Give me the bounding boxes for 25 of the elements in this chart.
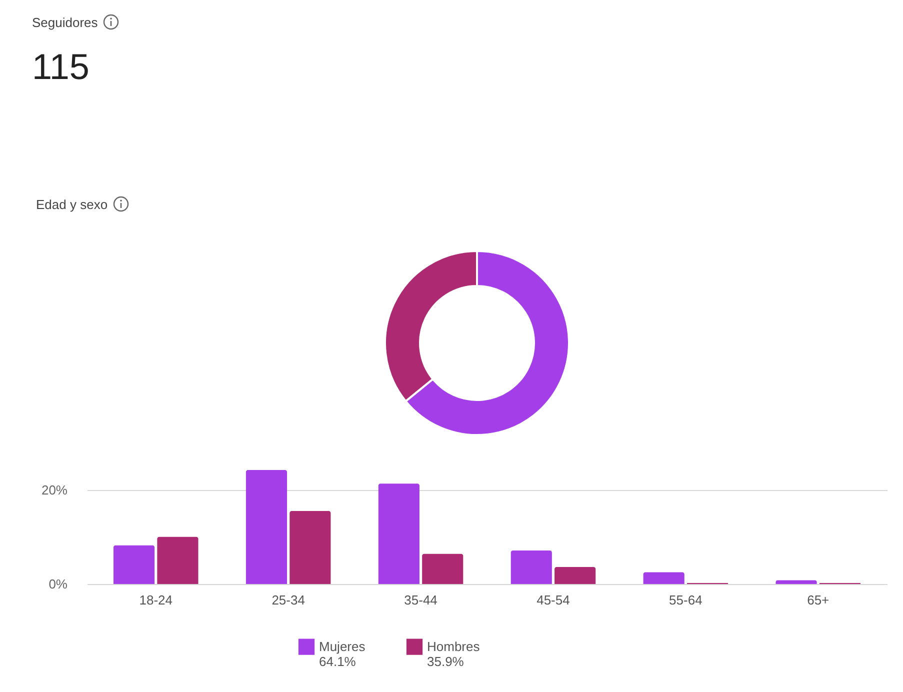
bar: [246, 470, 288, 584]
bar: [776, 580, 817, 584]
bar: [422, 554, 464, 584]
bar: [510, 550, 552, 584]
bar: [290, 510, 331, 584]
text: Seguidores: [32, 14, 99, 30]
text: Edad y sexo: [36, 196, 109, 212]
bar: [157, 536, 198, 584]
x-tick-label: 35-44: [404, 592, 438, 608]
x-tick-label: 25-34: [272, 592, 305, 608]
bar: [643, 572, 684, 584]
x-tick-label: 45-54: [536, 592, 570, 608]
data-label: 35.9%: [427, 654, 464, 669]
legend-label: Mujeres: [319, 638, 366, 654]
text: 115: [32, 46, 90, 88]
bar: [554, 567, 596, 584]
data-label: 64.1%: [319, 654, 356, 669]
y-tick-label: 20%: [41, 482, 68, 498]
x-tick-label: 65+: [807, 592, 830, 608]
x-tick-label: 55-64: [669, 592, 702, 608]
bar: [378, 484, 420, 584]
y-tick-label: 0%: [48, 576, 68, 592]
legend-label: Hombres: [427, 638, 480, 654]
bar: [113, 545, 155, 584]
x-tick-label: 18-24: [139, 592, 172, 608]
